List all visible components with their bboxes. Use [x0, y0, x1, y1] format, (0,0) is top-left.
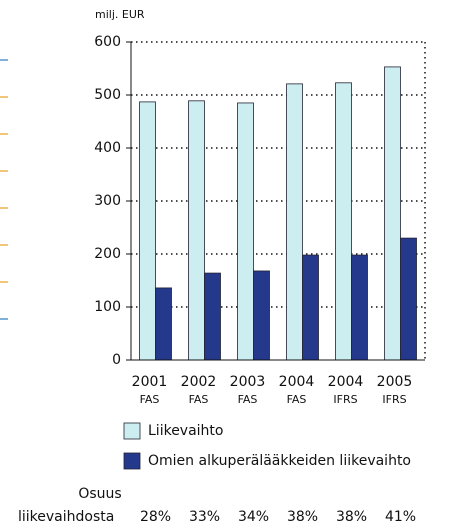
- x-tick-label: 2004: [328, 374, 364, 390]
- share-label: 34%: [238, 509, 269, 525]
- y-tick-label: 200: [94, 246, 121, 262]
- bar: [400, 237, 417, 361]
- y-tick-label: 400: [94, 140, 121, 156]
- x-tick-sublabel: FAS: [238, 393, 258, 406]
- x-tick-label: 2002: [181, 374, 217, 390]
- legend-swatch: [123, 452, 141, 470]
- bar: [351, 254, 368, 361]
- legend-label: Liikevaihto: [148, 423, 223, 439]
- share-label: 41%: [385, 509, 416, 525]
- x-tick-sublabel: FAS: [287, 393, 307, 406]
- y-tick-label: 500: [94, 87, 121, 103]
- y-tick-label: 600: [94, 34, 121, 50]
- x-tick-sublabel: IFRS: [333, 393, 357, 406]
- cropped-neighbor-marks: [0, 59, 8, 320]
- bar: [204, 272, 221, 361]
- y-axis-label: milj. EUR: [95, 8, 145, 21]
- y-tick-label: 300: [94, 193, 121, 209]
- share-label: 33%: [189, 509, 220, 525]
- x-tick-label: 2003: [230, 374, 266, 390]
- share-label: 28%: [140, 509, 171, 525]
- x-tick-label: 2001: [132, 374, 168, 390]
- y-tick-label: 100: [94, 299, 121, 315]
- bar: [302, 254, 319, 361]
- legend-swatch: [123, 422, 141, 440]
- bar: [139, 101, 156, 361]
- legend-label: Omien alkuperälääkkeiden liikevaihto: [148, 453, 411, 469]
- x-tick-sublabel: IFRS: [382, 393, 406, 406]
- bar: [253, 270, 270, 361]
- x-tick-label: 2005: [377, 374, 413, 390]
- bar: [237, 102, 254, 361]
- share-title: liikevaihdosta: [18, 509, 114, 525]
- x-tick-sublabel: FAS: [189, 393, 209, 406]
- bar: [188, 100, 205, 361]
- x-tick-label: 2004: [279, 374, 315, 390]
- bar: [384, 66, 401, 361]
- bar: [286, 83, 303, 361]
- bar: [155, 287, 172, 361]
- share-title: Osuus: [78, 486, 121, 502]
- y-tick-label: 0: [112, 352, 121, 368]
- bar: [335, 82, 352, 361]
- share-label: 38%: [336, 509, 367, 525]
- x-tick-sublabel: FAS: [140, 393, 160, 406]
- share-label: 38%: [287, 509, 318, 525]
